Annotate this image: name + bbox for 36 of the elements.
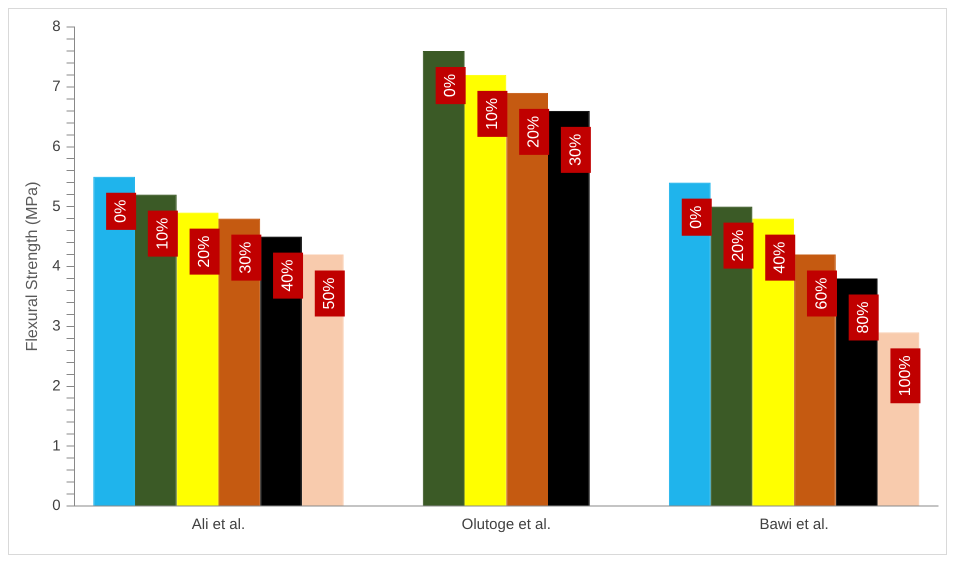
bar xyxy=(668,182,711,506)
bar xyxy=(93,176,135,506)
annotation: 0% xyxy=(442,74,460,98)
bar xyxy=(548,110,590,506)
annotation: 20% xyxy=(526,116,543,148)
x-tick-label: Ali et al. xyxy=(192,516,246,534)
annotation: 30% xyxy=(238,242,255,274)
annotation: 20% xyxy=(196,236,213,268)
y-tick-label: 3 xyxy=(52,318,61,335)
annotation: 0% xyxy=(688,206,706,229)
y-tick-label: 2 xyxy=(52,377,61,394)
y-tick-label: 6 xyxy=(52,138,61,155)
bar xyxy=(464,74,506,506)
annotation: 50% xyxy=(321,278,338,310)
annotation: 60% xyxy=(813,278,830,310)
annotation: 10% xyxy=(484,98,501,130)
annotation: 0% xyxy=(112,200,130,223)
y-tick-label: 8 xyxy=(52,18,61,36)
y-tick-label: 4 xyxy=(52,258,61,275)
bar xyxy=(710,206,752,506)
y-axis-title: Flexural Strength (MPa) xyxy=(24,182,42,352)
annotation: 30% xyxy=(567,134,584,166)
annotation: 40% xyxy=(279,260,296,292)
x-tick-label: Olutoge et al. xyxy=(462,516,551,534)
x-tick-label: Bawi et al. xyxy=(759,516,829,534)
annotation: 10% xyxy=(154,218,172,250)
annotation: 20% xyxy=(730,230,747,262)
y-tick-label: 7 xyxy=(52,78,61,96)
annotation: 40% xyxy=(772,242,789,274)
annotation: 100% xyxy=(896,355,914,396)
bar xyxy=(506,92,548,506)
y-tick-label: 1 xyxy=(52,437,61,454)
y-tick-label: 5 xyxy=(52,198,61,215)
annotation: 80% xyxy=(855,301,872,334)
y-tick-label: 0 xyxy=(52,497,61,514)
bar xyxy=(422,50,465,506)
